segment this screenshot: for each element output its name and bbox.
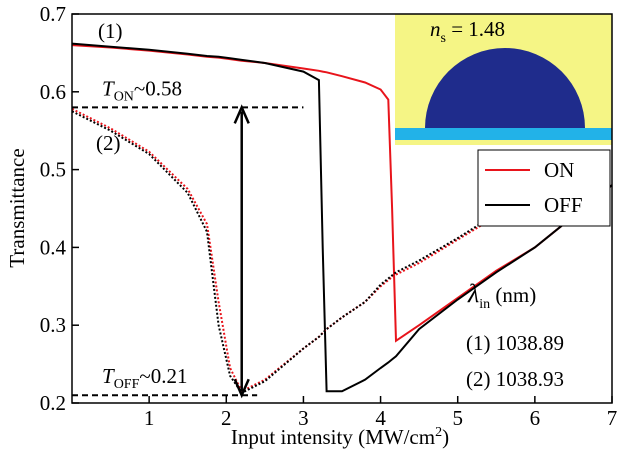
x-label-end: ) — [442, 425, 449, 449]
y-axis-label: Transmittance — [5, 148, 29, 267]
value: = 1.48 — [446, 17, 505, 41]
curve-label: (1) — [98, 19, 123, 43]
unit: (nm) — [490, 283, 536, 307]
x-tick-label: 2 — [221, 406, 232, 430]
x-tick-label: 5 — [452, 406, 463, 430]
annotation: TOFF~0.21 — [102, 364, 188, 392]
inset: ns = 1.48 — [395, 14, 612, 145]
value: ~0.58 — [134, 76, 182, 100]
y-tick-label: 0.3 — [40, 313, 66, 337]
inset-label: ns = 1.48 — [430, 17, 505, 46]
symbol: T — [102, 364, 115, 388]
y-tick-label: 0.6 — [40, 80, 66, 104]
legend-label: OFF — [544, 193, 583, 217]
legend — [477, 149, 611, 227]
curve-label: (2) — [96, 131, 121, 155]
data-line — [71, 42, 613, 393]
x-tick-label: 3 — [298, 406, 309, 430]
legend-label: ON — [544, 158, 574, 182]
y-tick-label: 0.5 — [40, 158, 66, 182]
symbol: T — [102, 76, 115, 100]
subscript: s — [441, 31, 446, 46]
plot-frame — [71, 13, 613, 404]
annotation: TON~0.58 — [102, 76, 182, 104]
y-tick-label: 0.2 — [40, 391, 66, 415]
x-tick-label: 6 — [530, 406, 541, 430]
symbol: n — [430, 17, 441, 41]
subscript: in — [479, 297, 490, 312]
wavelength-line: (1) 1038.89 — [466, 331, 564, 355]
wavelength-line: (2) 1038.93 — [466, 367, 564, 391]
subscript: OFF — [114, 377, 140, 392]
x-axis-label: Input intensity (MW/cm2) — [231, 425, 449, 449]
arrow-head — [233, 378, 250, 399]
x-tick-label: 4 — [375, 406, 386, 430]
x-tick-label: 7 — [607, 406, 617, 430]
wavelength-title: λin (nm) — [467, 279, 536, 312]
substrate — [395, 128, 612, 140]
subscript: ON — [114, 89, 134, 104]
symbol: λ — [467, 279, 479, 308]
value: ~0.21 — [139, 364, 187, 388]
x-tick-label: 1 — [144, 406, 155, 430]
x-label-sup: 2 — [435, 425, 442, 440]
data-line — [71, 108, 536, 393]
x-label-text: Input intensity (MW/cm — [231, 425, 435, 449]
y-tick-label: 0.7 — [40, 2, 66, 26]
droplet — [425, 48, 585, 128]
y-tick-label: 0.4 — [40, 235, 67, 259]
arrow-head — [233, 104, 250, 124]
